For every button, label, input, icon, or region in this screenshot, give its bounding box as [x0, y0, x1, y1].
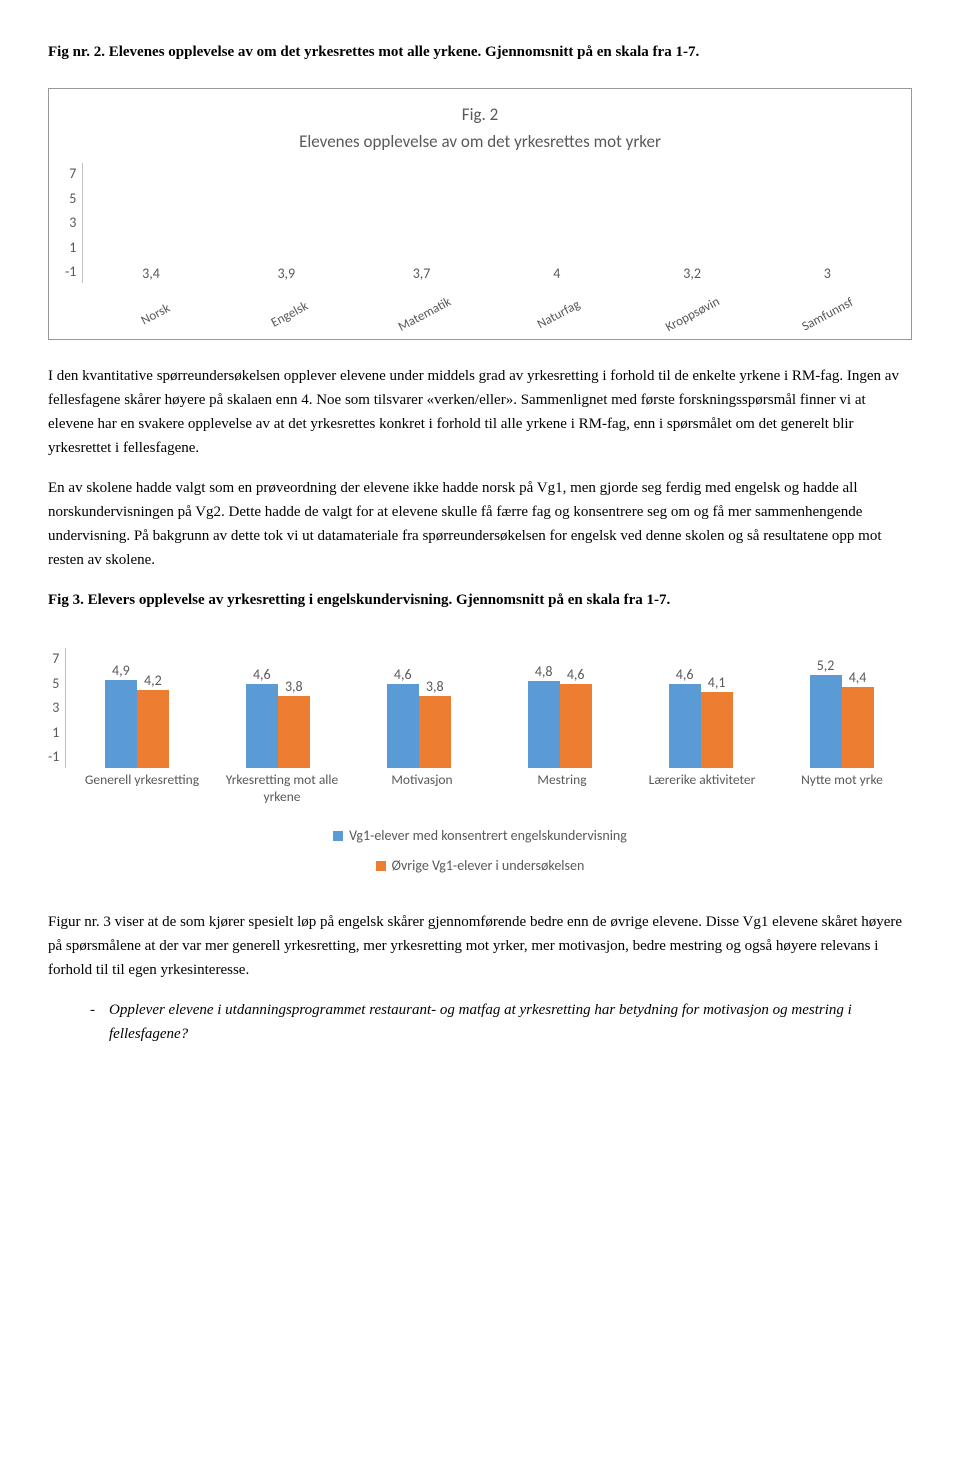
bar-value-label: 4,4: [849, 667, 867, 689]
fig2-plot: 3,4 3,9 3,7 4 3,2 3: [82, 163, 895, 283]
bar-value-label: 3,8: [426, 676, 444, 698]
ytick: 1: [69, 237, 76, 259]
bar-value-label: 3,8: [285, 676, 303, 698]
fig2-chart: Fig. 2 Elevenes opplevelse av om det yrk…: [48, 88, 912, 340]
bar: 4,6: [669, 684, 701, 768]
x-label: Samfunnsf: [764, 275, 892, 356]
dash-icon: -: [90, 998, 95, 1046]
bar-group: 4,63,8: [207, 648, 348, 768]
ytick: 5: [52, 673, 59, 695]
legend-label: Vg1-elever med konsentrert engelskunderv…: [349, 825, 627, 847]
fig3-chart: 7 5 3 1 -1 4,94,24,63,84,63,84,84,64,64,…: [48, 636, 912, 885]
bar: 4,8: [528, 681, 560, 768]
x-label: Nytte mot yrke: [772, 772, 912, 804]
bar-value-label: 4,6: [676, 664, 694, 686]
legend-swatch-icon: [376, 861, 386, 871]
fig2-caption: Fig nr. 2. Elevenes opplevelse av om det…: [48, 40, 912, 64]
x-label: Matematik: [361, 275, 489, 356]
x-label: Norsk: [92, 275, 220, 356]
bar-value-label: 5,2: [817, 655, 835, 677]
fig3-x-labels: Generell yrkesrettingYrkesretting mot al…: [48, 772, 912, 804]
bar-value-label: 3: [824, 263, 831, 285]
ytick: -1: [48, 746, 59, 768]
legend-label: Øvrige Vg1-elever i undersøkelsen: [392, 855, 585, 877]
x-label: Engelsk: [226, 275, 354, 356]
bar-group: 4,63,8: [348, 648, 489, 768]
bar: 4,6: [387, 684, 419, 768]
bar: 4,2: [137, 690, 169, 768]
paragraph-2: En av skolene hadde valgt som en prøveor…: [48, 476, 912, 572]
ytick: 7: [69, 163, 76, 185]
bar-group: 4,64,1: [630, 648, 771, 768]
fig2-x-labels: NorskEngelskMatematikNaturfagKroppsøvinS…: [65, 287, 895, 331]
bar: 4,4: [842, 687, 874, 768]
ytick: 3: [69, 212, 76, 234]
bar: 3,8: [419, 696, 451, 768]
fig3-plot: 4,94,24,63,84,63,84,84,64,64,15,24,4: [65, 648, 912, 768]
x-label: Kroppsøvin: [629, 275, 757, 356]
bar: 4,1: [701, 692, 733, 769]
fig2-title-l1: Fig. 2: [65, 101, 895, 128]
bar-value-label: 4,2: [144, 670, 162, 692]
bar-value-label: 3,9: [277, 263, 295, 285]
bar-value-label: 4,6: [394, 664, 412, 686]
x-label: Naturfag: [495, 275, 623, 356]
legend-item-2: Øvrige Vg1-elever i undersøkelsen: [376, 855, 585, 877]
fig3-legend: Vg1-elever med konsentrert engelskunderv…: [48, 825, 912, 878]
fig2-y-axis: 7 5 3 1 -1: [65, 163, 82, 283]
paragraph-3: Figur nr. 3 viser at de som kjører spesi…: [48, 910, 912, 982]
fig3-caption: Fig 3. Elevers opplevelse av yrkesrettin…: [48, 588, 912, 612]
bar-group: 5,24,4: [771, 648, 912, 768]
ytick: 5: [69, 188, 76, 210]
fig2-title-l2: Elevenes opplevelse av om det yrkesrette…: [65, 128, 895, 155]
bullet-text: Opplever elevene i utdanningsprogrammet …: [109, 998, 912, 1046]
ytick: 7: [52, 648, 59, 670]
bar-value-label: 4,1: [708, 672, 726, 694]
bar-value-label: 3,2: [683, 263, 701, 285]
bar: 4,6: [560, 684, 592, 768]
bar: 4,9: [105, 680, 137, 769]
bar-value-label: 4,6: [567, 664, 585, 686]
bullet-question: - Opplever elevene i utdanningsprogramme…: [90, 998, 912, 1046]
bar: 5,2: [810, 675, 842, 768]
x-label: Generell yrkesretting: [72, 772, 212, 804]
ytick: 1: [52, 722, 59, 744]
x-label: Lærerike aktiviteter: [632, 772, 772, 804]
fig3-y-axis: 7 5 3 1 -1: [48, 648, 65, 768]
bar-value-label: 4,6: [253, 664, 271, 686]
fig2-title: Fig. 2 Elevenes opplevelse av om det yrk…: [65, 101, 895, 155]
bar-value-label: 4,8: [535, 661, 553, 683]
legend-item-1: Vg1-elever med konsentrert engelskunderv…: [333, 825, 627, 847]
bar: 4,6: [246, 684, 278, 768]
bar-group: 4,94,2: [66, 648, 207, 768]
ytick: -1: [65, 261, 76, 283]
bar-value-label: 3,7: [413, 263, 431, 285]
paragraph-1: I den kvantitative spørreundersøkelsen o…: [48, 364, 912, 460]
bar-group: 4,84,6: [489, 648, 630, 768]
legend-swatch-icon: [333, 831, 343, 841]
bar-value-label: 4,9: [112, 660, 130, 682]
bar: 3,8: [278, 696, 310, 768]
ytick: 3: [52, 697, 59, 719]
bar-value-label: 4: [553, 263, 560, 285]
x-label: Motivasjon: [352, 772, 492, 804]
x-label: Yrkesretting mot alle yrkene: [212, 772, 352, 804]
bar-value-label: 3,4: [142, 263, 160, 285]
x-label: Mestring: [492, 772, 632, 804]
